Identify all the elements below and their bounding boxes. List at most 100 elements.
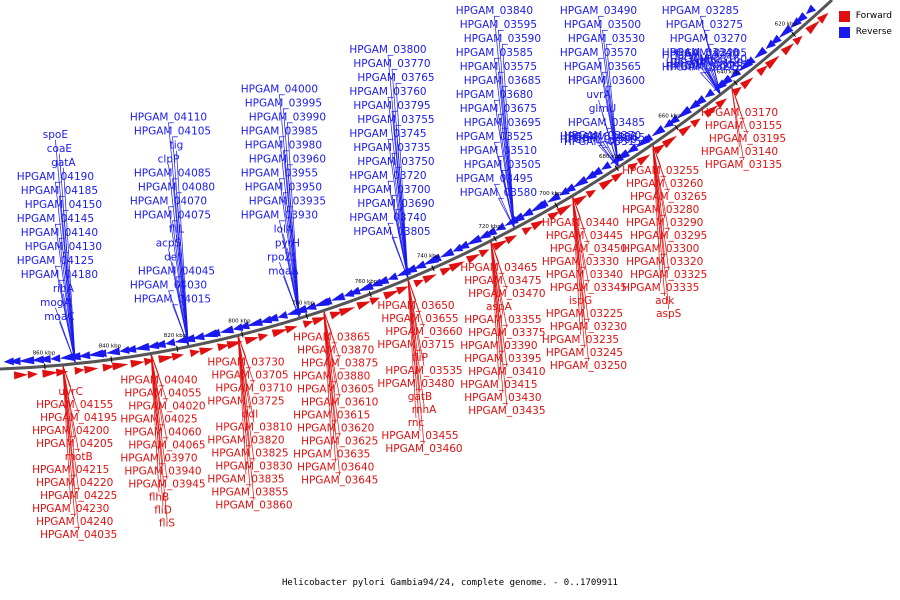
- kbp-tick: [305, 313, 309, 320]
- forward-gene-label: HPGAM_03225: [546, 308, 623, 320]
- kbp-tick: [493, 235, 497, 242]
- forward-gene-label: HPGAM_03375: [468, 327, 545, 339]
- reverse-gene-label: HPGAM_03285: [662, 5, 739, 17]
- reverse-gene-arrow: [304, 302, 317, 310]
- reverse-gene-label: HPGAM_03770: [353, 58, 430, 70]
- gene-leader-line: [176, 150, 189, 347]
- reverse-gene-arrow: [559, 187, 570, 196]
- kbp-tick: [674, 124, 679, 131]
- gene-leader-line: [602, 29, 619, 168]
- forward-gene-label: HPGAM_03230: [550, 321, 627, 333]
- forward-gene-arrow: [369, 297, 380, 306]
- gene-leader-line: [652, 144, 670, 232]
- legend: Forward Reverse: [838, 8, 892, 40]
- forward-gene-label: HPGAM_03325: [630, 269, 707, 281]
- gene-leader-line: [572, 195, 589, 322]
- kbp-tick: [176, 345, 179, 352]
- reverse-gene-arrow: [87, 349, 104, 358]
- forward-gene-arrow: [143, 357, 155, 366]
- forward-gene-label: HPGAM_03290: [626, 217, 703, 229]
- reverse-gene-arrow: [59, 352, 75, 361]
- gene-leader-line: [490, 240, 500, 380]
- forward-gene-arrow: [84, 365, 99, 374]
- forward-gene-arrow: [284, 325, 298, 334]
- reverse-gene-label: HPGAM_04000: [241, 83, 318, 95]
- forward-gene-label: HPGAM_03480: [377, 378, 454, 390]
- reverse-gene-label: HPGAM_03590: [464, 33, 541, 45]
- reverse-gene-label: HPGAM_03485: [568, 117, 645, 129]
- gene-leader-line: [323, 310, 341, 359]
- reverse-gene-label: HPGAM_03400: [560, 131, 637, 143]
- reverse-gene-label: HPGAM_03205: [670, 48, 747, 60]
- forward-gene-label: HPGAM_03395: [464, 353, 541, 365]
- forward-gene-arrow: [573, 195, 588, 206]
- forward-gene-label: HPGAM_03705: [211, 369, 288, 381]
- reverse-gene-arrow: [495, 222, 507, 231]
- forward-gene-arrow: [678, 124, 692, 137]
- kbp-tick-label: 640 kbp: [717, 69, 740, 75]
- gene-leader-line: [387, 138, 409, 280]
- forward-gene-label: rnhA: [412, 404, 437, 416]
- reverse-gene-arrow: [151, 340, 167, 348]
- gene-leader-line: [323, 310, 333, 450]
- forward-gene-label: HPGAM_03830: [215, 460, 292, 472]
- reverse-gene-arrow: [348, 286, 361, 295]
- forward-gene-arrow: [422, 274, 437, 284]
- reverse-gene-label: HPGAM_03950: [245, 181, 322, 193]
- reverse-gene-label: HPGAM_03585: [456, 47, 533, 59]
- forward-gene-arrow: [731, 86, 742, 97]
- forward-gene-arrow: [756, 65, 768, 77]
- reverse-gene-label: HPGAM_03595: [460, 19, 537, 31]
- reverse-gene-label: HPGAM_04180: [21, 269, 98, 281]
- gene-leader-line: [237, 335, 251, 488]
- reverse-gene-arrow: [546, 192, 561, 203]
- forward-gene-label: aspA: [486, 301, 513, 313]
- reverse-gene-label: HPGAM_04030: [130, 280, 207, 292]
- reverse-gene-label: uvrA: [586, 89, 611, 101]
- reverse-gene-label: HPGAM_03370: [564, 130, 641, 142]
- gene-leader-line: [237, 335, 255, 462]
- forward-gene-label: HPGAM_04220: [36, 477, 113, 489]
- forward-gene-arrow: [465, 253, 481, 264]
- reverse-gene-arrow: [508, 212, 525, 224]
- reverse-gene-label: spoE: [43, 129, 68, 141]
- legend-forward: Forward: [838, 8, 892, 24]
- reverse-gene-label: rpoZ: [267, 251, 292, 263]
- reverse-gene-label: HPGAM_04125: [17, 255, 94, 267]
- reverse-gene-label: mogA: [40, 297, 71, 309]
- gene-leader-line: [606, 43, 619, 168]
- reverse-gene-label: ribA: [53, 283, 75, 295]
- forward-gene-label: HPGAM_04215: [32, 464, 109, 476]
- gene-leader-line: [700, 72, 721, 95]
- reverse-gene-label: HPGAM_03720: [349, 170, 426, 182]
- reverse-gene-arrow: [401, 264, 418, 275]
- forward-gene-arrow: [13, 371, 29, 380]
- gene-leader-line: [490, 240, 508, 367]
- forward-gene-label: HPGAM_03415: [460, 379, 537, 391]
- reverse-gene-arrow: [413, 260, 427, 269]
- reverse-gene-arrow: [440, 248, 455, 258]
- forward-gene-label: HPGAM_04040: [120, 375, 197, 387]
- gene-leader-line: [606, 85, 619, 168]
- gene-leader-line: [602, 141, 619, 168]
- gene-leader-line: [407, 278, 425, 367]
- reverse-gene-arrow: [452, 243, 464, 252]
- reverse-gene-label: HPGAM_04085: [134, 168, 211, 180]
- forward-gene-arrow: [311, 317, 327, 326]
- forward-gene-label: ddl: [242, 408, 258, 420]
- reverse-gene-label: HPGAM_03360: [560, 134, 637, 146]
- reverse-gene-arrow: [642, 133, 654, 143]
- gene-leader-line: [63, 167, 76, 364]
- forward-gene-arrow: [556, 204, 573, 216]
- forward-gene-label: HPGAM_03260: [626, 178, 703, 190]
- forward-gene-arrow: [780, 43, 794, 56]
- forward-gene-label: fliS: [159, 518, 176, 530]
- gene-leader-line: [708, 70, 721, 95]
- reverse-gene-arrow: [483, 227, 498, 237]
- reverse-gene-label: HPGAM_04145: [17, 213, 94, 225]
- forward-gene-arrow: [661, 135, 678, 149]
- reverse-gene-label: HPGAM_03740: [349, 212, 426, 224]
- forward-gene-label: HPGAM_03195: [709, 133, 786, 145]
- reverse-gene-arrow: [50, 354, 61, 363]
- reverse-gene-label: HPGAM_03530: [568, 33, 645, 45]
